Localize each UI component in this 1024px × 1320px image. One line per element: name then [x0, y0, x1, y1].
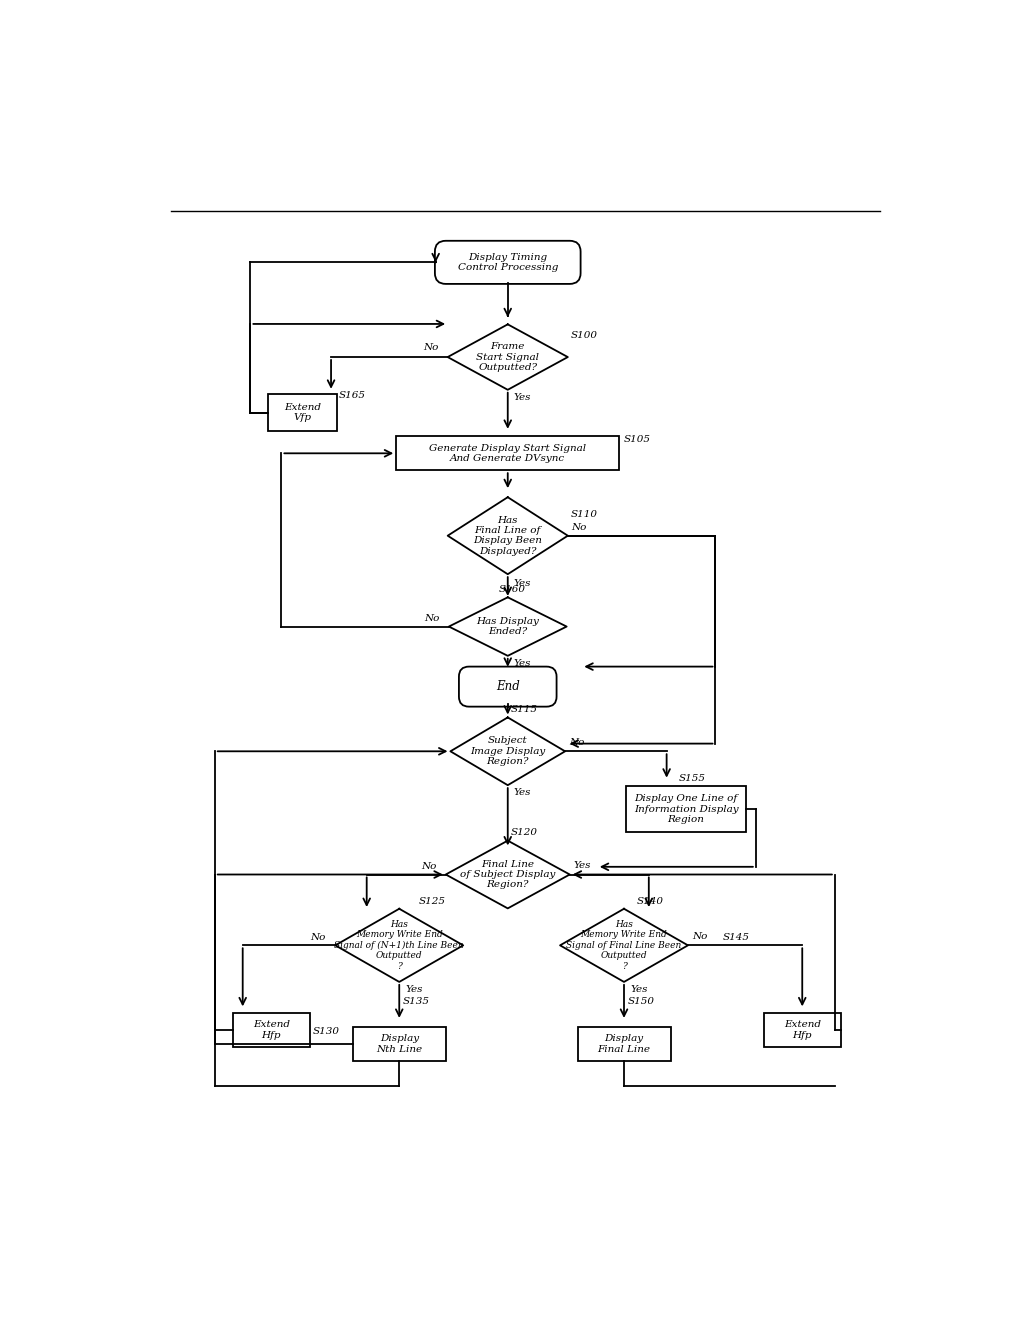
Text: S120: S120 [511, 829, 538, 837]
Text: S100: S100 [571, 331, 598, 341]
Text: Yes: Yes [406, 985, 423, 994]
Text: S145: S145 [723, 933, 750, 942]
Text: No: No [569, 738, 585, 747]
Text: Final Line
of Subject Display
Region?: Final Line of Subject Display Region? [460, 859, 555, 890]
Text: Has Display
Ended?: Has Display Ended? [476, 616, 540, 636]
Text: S130: S130 [312, 1027, 339, 1036]
Text: No: No [424, 614, 439, 623]
Text: Display
Final Line: Display Final Line [597, 1034, 650, 1053]
Text: Display One Line of
Information Display
Region: Display One Line of Information Display … [634, 795, 738, 824]
Text: Display Timing
Control Processing: Display Timing Control Processing [458, 252, 558, 272]
Text: Extend
Hfp: Extend Hfp [783, 1020, 821, 1040]
Text: Generate Display Start Signal
And Generate DVsync: Generate Display Start Signal And Genera… [429, 444, 587, 463]
Text: Frame
Start Signal
Outputted?: Frame Start Signal Outputted? [476, 342, 540, 372]
Text: S110: S110 [571, 510, 598, 519]
Text: Subject
Image Display
Region?: Subject Image Display Region? [470, 737, 546, 766]
Text: S160: S160 [499, 585, 525, 594]
Text: Has
Memory Write End
Signal of Final Line Been
Outputted
?: Has Memory Write End Signal of Final Lin… [566, 920, 682, 970]
Text: S125: S125 [419, 896, 445, 906]
Text: S165: S165 [339, 391, 366, 400]
Text: S155: S155 [678, 774, 706, 783]
Text: S105: S105 [624, 436, 650, 444]
Text: No: No [571, 524, 587, 532]
Text: S150: S150 [628, 997, 655, 1006]
Text: No: No [421, 862, 436, 871]
Text: Yes: Yes [514, 579, 531, 587]
Text: Yes: Yes [514, 393, 531, 403]
Text: Has
Final Line of
Display Been
Displayed?: Has Final Line of Display Been Displayed… [473, 516, 542, 556]
Text: Yes: Yes [630, 985, 648, 994]
Text: S140: S140 [637, 896, 664, 906]
Bar [352, 1027, 445, 1061]
Text: Display
Nth Line: Display Nth Line [376, 1034, 422, 1053]
Text: Yes: Yes [573, 861, 591, 870]
Bar [764, 1014, 841, 1047]
Bar [578, 1027, 671, 1061]
Text: Yes: Yes [514, 788, 531, 797]
Bar [232, 1014, 310, 1047]
Text: S135: S135 [403, 997, 430, 1006]
Bar [626, 785, 746, 832]
Text: Yes: Yes [514, 659, 531, 668]
Bar [396, 437, 620, 470]
Text: Extend
Hfp: Extend Hfp [253, 1020, 290, 1040]
Text: Extend
Vfp: Extend Vfp [284, 403, 321, 422]
Text: No: No [423, 343, 438, 352]
Text: End: End [496, 680, 519, 693]
Text: No: No [310, 933, 326, 942]
Text: Has
Memory Write End
Signal of (N+1)th Line Been
Outputted
?: Has Memory Write End Signal of (N+1)th L… [335, 920, 464, 970]
Bar [267, 395, 337, 432]
Text: No: No [692, 932, 708, 941]
Text: S115: S115 [511, 705, 538, 714]
